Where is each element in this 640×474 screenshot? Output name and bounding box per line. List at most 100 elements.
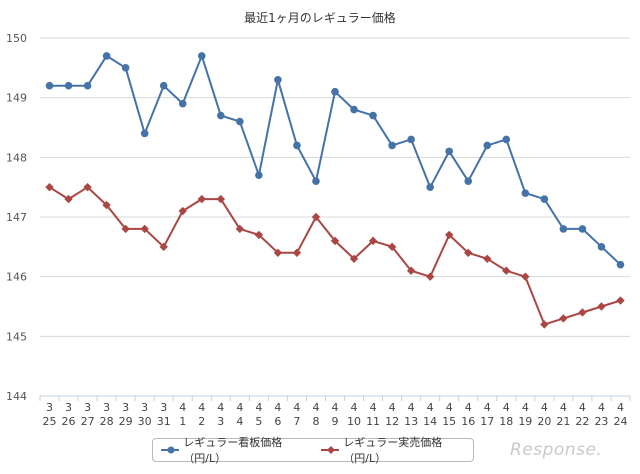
x-tick-label-month: 4 [560, 401, 567, 414]
x-tick-label-month: 4 [598, 401, 605, 414]
data-point [445, 147, 453, 156]
data-point [235, 224, 245, 234]
x-tick-label-day: 6 [274, 415, 281, 428]
data-point [273, 248, 283, 257]
legend-item-series-1[interactable]: レギュラー看板価格（円/L） [161, 434, 313, 466]
data-point [464, 248, 473, 257]
series-line-1 [49, 54, 622, 266]
legend[interactable]: レギュラー看板価格（円/L） レギュラー実売価格（円/L） [152, 436, 474, 465]
chart-title: 最近1ヶ月のレギュラー価格 [244, 10, 396, 25]
data-point [559, 225, 568, 233]
data-point [331, 87, 339, 96]
data-point [197, 194, 206, 204]
x-tick-label-day: 11 [366, 415, 380, 428]
data-point [217, 111, 225, 120]
data-point [121, 64, 130, 72]
x-tick-label-month: 3 [65, 401, 72, 414]
x-tick-label-month: 3 [103, 401, 110, 414]
data-point [64, 194, 73, 204]
data-point [368, 236, 378, 246]
x-tick-label-day: 27 [81, 415, 95, 428]
data-point [521, 189, 530, 197]
x-tick-label-day: 13 [404, 415, 418, 428]
x-tick-label-month: 4 [617, 401, 624, 414]
y-tick-label: 144 [6, 390, 27, 403]
x-tick-label-month: 4 [541, 401, 548, 414]
data-point [311, 212, 321, 222]
x-tick-label-day: 28 [100, 415, 114, 428]
x-tick-label-month: 4 [408, 401, 415, 414]
data-point [502, 135, 511, 144]
x-tick-label-day: 8 [312, 415, 319, 428]
data-point [216, 194, 226, 204]
data-point [255, 171, 263, 180]
x-tick-label-month: 4 [389, 401, 396, 414]
data-point [387, 242, 397, 252]
x-tick-label-day: 7 [293, 415, 300, 428]
data-point [578, 225, 587, 233]
x-tick-label-month: 4 [236, 401, 243, 414]
x-tick-label-month: 4 [217, 401, 224, 414]
x-tick-label-day: 25 [43, 415, 57, 428]
response-watermark-logo: Response. [510, 440, 603, 460]
data-point [426, 183, 434, 191]
data-point [121, 224, 130, 234]
legend-marker-circle-icon [161, 446, 180, 454]
x-tick-label-month: 4 [179, 401, 186, 414]
data-point [369, 111, 377, 120]
x-tick-label-day: 24 [613, 415, 627, 428]
data-point [292, 248, 302, 257]
data-point [483, 141, 492, 150]
data-point [178, 206, 187, 216]
data-point [349, 254, 359, 263]
legend-label-series-2: レギュラー実売価格（円/L） [343, 436, 443, 465]
x-tick-label-day: 22 [575, 415, 589, 428]
data-point [274, 75, 282, 84]
x-tick-label-month: 3 [122, 401, 129, 414]
x-tick-label-month: 4 [255, 401, 262, 414]
x-tick-label-day: 31 [157, 415, 171, 428]
data-point [254, 230, 264, 240]
data-point [597, 302, 606, 311]
data-point [521, 272, 530, 281]
data-point [140, 224, 149, 234]
x-tick-label-day: 30 [138, 415, 152, 428]
data-point [350, 105, 358, 114]
y-tick-label: 145 [6, 330, 27, 343]
data-point [64, 81, 73, 90]
x-tick-label-day: 18 [499, 415, 513, 428]
data-point [236, 117, 244, 126]
data-point [559, 314, 568, 323]
x-tick-label-day: 10 [347, 415, 361, 428]
legend-item-series-2[interactable]: レギュラー実売価格（円/L） [321, 434, 473, 466]
x-tick-label-day: 23 [594, 415, 608, 428]
data-point [540, 320, 549, 329]
data-point [45, 81, 54, 90]
x-axis-ticks: 3253263273283293303314142434445464748494… [43, 401, 628, 428]
x-tick-label-month: 3 [160, 401, 167, 414]
x-tick-label-day: 26 [62, 415, 76, 428]
x-tick-label-month: 3 [46, 401, 53, 414]
y-tick-label: 149 [6, 92, 27, 105]
data-point [312, 177, 320, 185]
data-point [159, 81, 168, 90]
grid [39, 37, 631, 401]
legend-marker-diamond-icon [321, 446, 340, 454]
x-tick-label-month: 4 [484, 401, 491, 414]
x-tick-label-month: 3 [84, 401, 91, 414]
data-point [425, 272, 435, 281]
x-tick-label-day: 15 [442, 415, 456, 428]
data-point [197, 52, 206, 60]
y-tick-label: 150 [6, 32, 27, 45]
data-point [483, 254, 492, 263]
x-tick-label-day: 20 [537, 415, 551, 428]
y-tick-label: 148 [6, 151, 27, 164]
data-point [102, 52, 111, 60]
x-tick-label-day: 21 [556, 415, 570, 428]
x-tick-label-month: 4 [446, 401, 453, 414]
data-point [616, 260, 625, 269]
y-axis-ticks: 150 149 148 147 146 145 144 [6, 32, 27, 403]
x-tick-label-month: 4 [198, 401, 205, 414]
data-point [83, 81, 92, 90]
